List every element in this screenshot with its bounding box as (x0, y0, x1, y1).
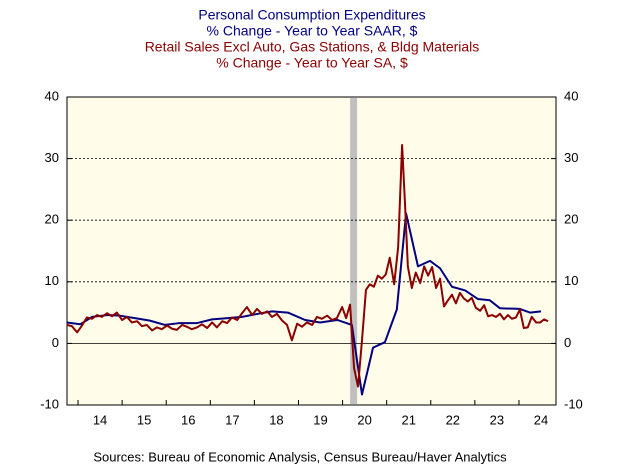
y-tick-label: -10 (40, 396, 59, 411)
x-tick-label: 20 (357, 412, 371, 427)
x-tick-label: 14 (93, 412, 107, 427)
x-tick-label: 24 (534, 412, 548, 427)
plot-area (66, 96, 557, 406)
y2-tick-label: 10 (564, 273, 578, 288)
x-tick-label: 19 (313, 412, 327, 427)
x-tick-label: 21 (401, 412, 415, 427)
series-line (66, 212, 542, 396)
y-tick-label: 40 (45, 88, 59, 103)
x-tick-label: 17 (225, 412, 239, 427)
series-line (66, 144, 549, 388)
title-line: % Change - Year to Year SA, $ (216, 55, 408, 71)
y2-tick-label: 30 (564, 150, 578, 165)
x-tick-label: 16 (181, 412, 195, 427)
x-tick-label: 18 (269, 412, 283, 427)
y-tick-label: 30 (45, 150, 59, 165)
y2-tick-label: 0 (564, 335, 571, 350)
source: Sources: Bureau of Economic Analysis, Ce… (93, 449, 507, 464)
x-tick-label: 15 (137, 412, 151, 427)
y2-tick-label: 40 (564, 88, 578, 103)
title-line: Personal Consumption Expenditures (198, 7, 425, 23)
title-line: % Change - Year to Year SAAR, $ (207, 23, 418, 39)
y-tick-label: 0 (52, 335, 59, 350)
y-tick-label: 10 (45, 273, 59, 288)
x-tick-label: 22 (446, 412, 460, 427)
title-line: Retail Sales Excl Auto, Gas Stations, & … (145, 39, 480, 55)
y-tick-label: 20 (45, 212, 59, 227)
x-tick-label: 23 (490, 412, 504, 427)
recession-shading (350, 98, 358, 404)
y2-tick-label: -10 (564, 396, 583, 411)
y2-tick-label: 20 (564, 212, 578, 227)
